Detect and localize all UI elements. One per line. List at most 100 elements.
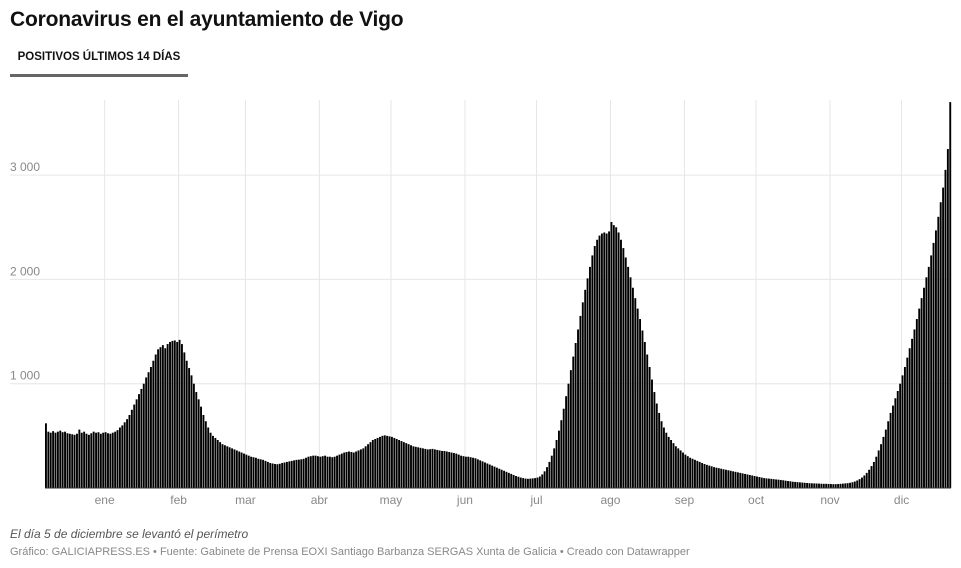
bar bbox=[355, 451, 358, 489]
bar bbox=[271, 463, 274, 488]
bar bbox=[130, 409, 133, 488]
bar bbox=[185, 360, 188, 488]
bar bbox=[837, 484, 840, 488]
bar bbox=[507, 472, 510, 488]
bar bbox=[188, 368, 191, 489]
bar bbox=[76, 433, 78, 488]
bar bbox=[381, 435, 384, 488]
bar bbox=[672, 443, 675, 488]
bar bbox=[865, 472, 868, 488]
bar bbox=[875, 456, 878, 488]
bar bbox=[710, 466, 713, 488]
bar bbox=[367, 444, 370, 488]
bar bbox=[247, 455, 250, 488]
bar bbox=[214, 437, 217, 488]
bar bbox=[732, 471, 735, 488]
bar bbox=[149, 367, 152, 488]
bar bbox=[612, 225, 615, 488]
bar bbox=[906, 357, 909, 489]
bar bbox=[748, 474, 751, 488]
bar bbox=[495, 467, 498, 488]
bar bbox=[486, 463, 489, 488]
bar bbox=[204, 421, 207, 488]
bar bbox=[479, 460, 482, 488]
bar bbox=[627, 266, 630, 488]
bar bbox=[579, 315, 582, 488]
bar bbox=[49, 432, 52, 488]
bar bbox=[510, 473, 513, 488]
bar bbox=[682, 452, 684, 488]
bar bbox=[123, 422, 126, 488]
bar bbox=[135, 399, 138, 489]
bar bbox=[388, 436, 391, 488]
x-tick-label: dic bbox=[894, 493, 909, 507]
bar bbox=[371, 440, 374, 488]
bar bbox=[111, 432, 114, 488]
bar bbox=[359, 449, 362, 488]
bar bbox=[913, 329, 916, 488]
bar bbox=[639, 319, 642, 488]
bar bbox=[720, 468, 723, 488]
bar bbox=[803, 482, 806, 488]
bar bbox=[772, 479, 775, 488]
bar bbox=[522, 478, 525, 488]
bar bbox=[901, 375, 904, 488]
bar bbox=[345, 452, 348, 488]
bar bbox=[216, 440, 219, 488]
bar bbox=[624, 257, 627, 488]
bar bbox=[412, 446, 415, 488]
bar bbox=[937, 216, 940, 488]
bar bbox=[64, 431, 66, 488]
bar bbox=[254, 457, 257, 488]
bar bbox=[717, 468, 720, 488]
bar bbox=[868, 469, 871, 488]
bar bbox=[519, 477, 522, 488]
bar bbox=[834, 484, 837, 488]
bar bbox=[56, 431, 59, 488]
bar bbox=[782, 480, 785, 488]
bar bbox=[410, 445, 412, 488]
bar bbox=[665, 432, 668, 488]
bar bbox=[818, 483, 820, 488]
bar bbox=[927, 266, 930, 488]
bar bbox=[219, 442, 222, 488]
bar bbox=[109, 433, 112, 488]
bar bbox=[73, 434, 76, 488]
bar bbox=[455, 453, 458, 488]
bar bbox=[257, 458, 260, 488]
bar bbox=[896, 391, 899, 488]
bar bbox=[221, 444, 224, 488]
bar bbox=[572, 356, 575, 488]
bar bbox=[438, 450, 441, 488]
bar bbox=[932, 242, 935, 488]
bar bbox=[307, 456, 310, 488]
bar bbox=[424, 448, 427, 488]
bar bbox=[321, 456, 324, 488]
bar bbox=[918, 308, 921, 488]
bar bbox=[534, 478, 537, 488]
bar bbox=[763, 478, 766, 488]
bar bbox=[274, 464, 276, 488]
bar bbox=[262, 459, 265, 488]
bar bbox=[617, 232, 620, 488]
tab-positivos-14-dias[interactable]: POSITIVOS ÚLTIMOS 14 DÍAS bbox=[10, 48, 188, 77]
bar bbox=[829, 484, 832, 488]
bar bbox=[925, 277, 928, 488]
bar bbox=[121, 425, 124, 488]
bar bbox=[493, 466, 496, 488]
bar bbox=[288, 461, 291, 488]
x-tick-label: feb bbox=[170, 493, 187, 507]
bar bbox=[154, 354, 157, 488]
bar bbox=[164, 348, 167, 488]
bar bbox=[636, 308, 639, 488]
bar bbox=[779, 479, 782, 488]
bar bbox=[145, 377, 148, 488]
bar bbox=[920, 298, 923, 488]
bar bbox=[765, 478, 768, 488]
bar bbox=[71, 434, 74, 488]
bar bbox=[713, 467, 715, 488]
y-tick-label: 1 000 bbox=[10, 369, 40, 383]
bar bbox=[536, 477, 539, 488]
bar bbox=[90, 433, 93, 488]
bar bbox=[889, 412, 892, 488]
